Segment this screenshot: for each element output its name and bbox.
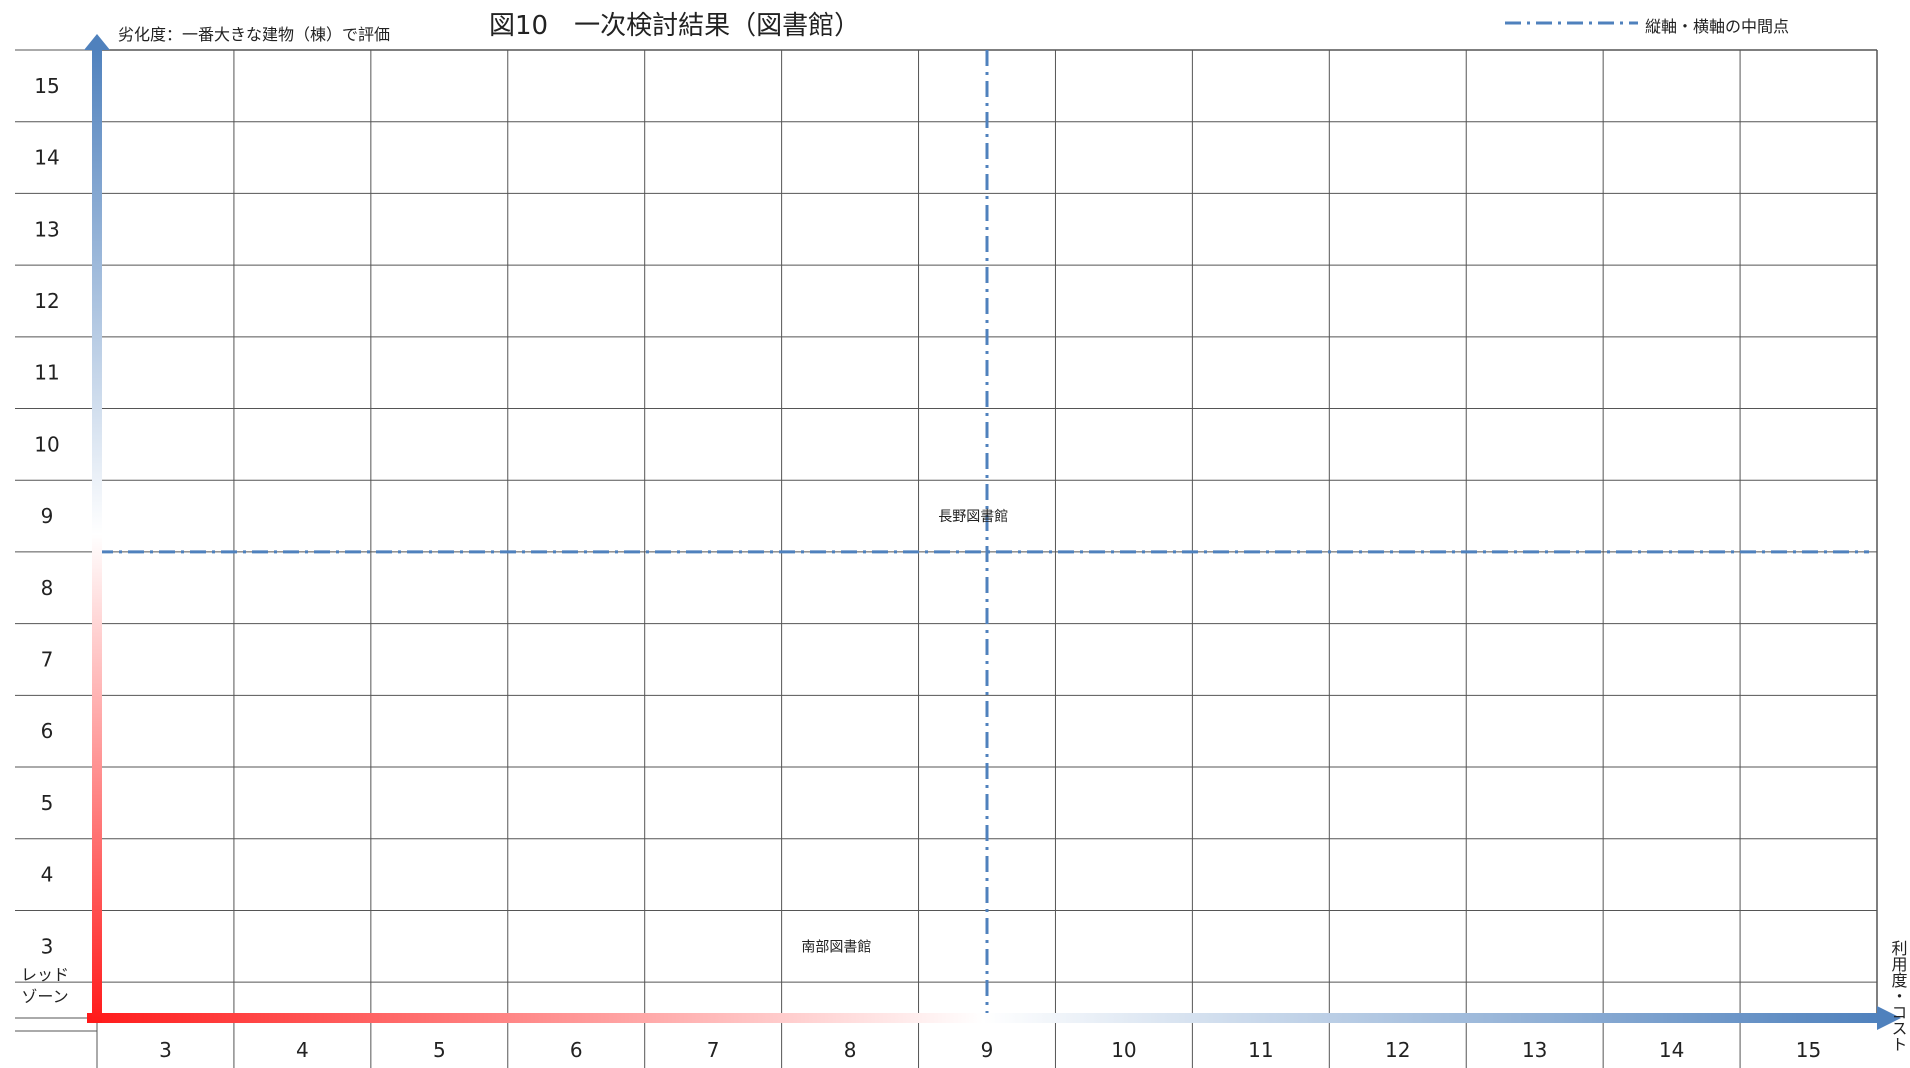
x-tick-label: 4 (296, 1038, 309, 1062)
x-tick-labels: 3 4 5 6 7 8 9 10 11 12 13 14 15 (159, 1038, 1821, 1062)
midpoint-lines (97, 50, 1869, 1018)
y-tick-label: 12 (34, 289, 59, 313)
x-tick-label: 3 (159, 1038, 172, 1062)
y-tick-label: 7 (41, 647, 54, 671)
x-axis-title: 利用度・コスト (1889, 940, 1908, 1052)
y-axis-bar (92, 46, 102, 1023)
y-tick-label: 4 (41, 863, 54, 887)
legend-label: 縦軸・横軸の中間点 (1645, 17, 1789, 36)
y-tick-label: 14 (34, 146, 59, 170)
data-point-label: 南部図書館 (801, 938, 871, 955)
x-tick-label: 7 (707, 1038, 720, 1062)
red-zone-label: レッド (21, 965, 69, 984)
x-axis-arrowhead (1877, 1006, 1901, 1030)
grid-lines (15, 49, 1878, 1068)
x-tick-label: 13 (1522, 1038, 1547, 1062)
y-tick-label: 13 (34, 217, 59, 241)
x-tick-label: 14 (1659, 1038, 1684, 1062)
y-tick-label: 11 (34, 361, 59, 385)
legend: 縦軸・横軸の中間点 (1505, 17, 1789, 36)
x-tick-label: 5 (433, 1038, 446, 1062)
y-tick-label: 3 (41, 934, 54, 958)
y-tick-label: 8 (41, 576, 54, 600)
x-tick-label: 12 (1385, 1038, 1410, 1062)
y-axis-arrowhead (84, 34, 110, 50)
y-tick-label: 9 (41, 504, 54, 528)
axes (84, 34, 1901, 1030)
x-tick-label: 10 (1111, 1038, 1136, 1062)
y-tick-label: 6 (41, 719, 54, 743)
x-tick-label: 8 (844, 1038, 857, 1062)
x-tick-label: 11 (1248, 1038, 1273, 1062)
x-tick-label: 6 (570, 1038, 583, 1062)
x-axis-bar (87, 1013, 1879, 1023)
chart-title: 図10 一次検討結果（図書館） (489, 11, 860, 41)
red-zone-label: ゾーン (21, 987, 68, 1006)
y-tick-label: 15 (34, 74, 59, 98)
y-tick-label: 5 (41, 791, 54, 815)
y-tick-label: 10 (34, 432, 59, 456)
x-tick-label: 9 (981, 1038, 994, 1062)
data-point-label: 長野図書館 (938, 508, 1008, 525)
x-tick-label: 15 (1796, 1038, 1821, 1062)
y-axis-title: 劣化度：一番大きな建物（棟）で評価 (118, 25, 390, 44)
